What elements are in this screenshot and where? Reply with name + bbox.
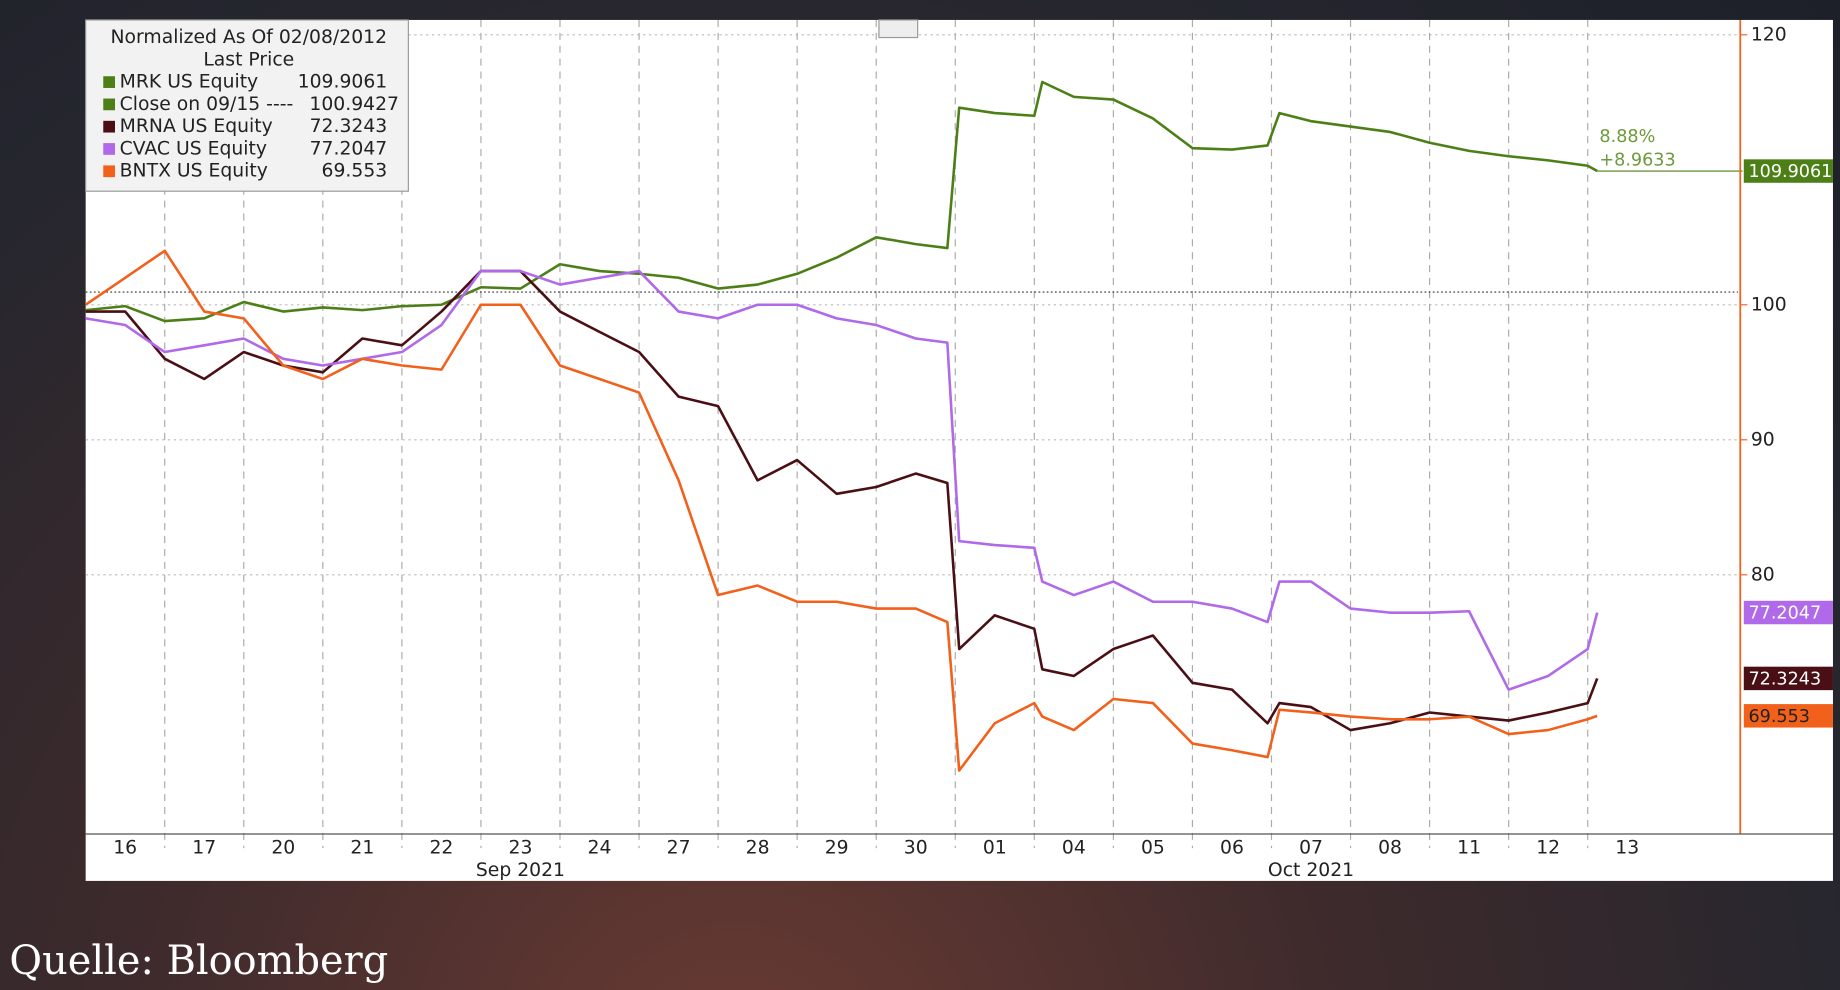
legend-swatch [103,120,115,133]
x-group-label: Sep 2021 [476,860,565,881]
y-tick-label: 100 [1751,294,1787,315]
legend-label: MRK US Equity [120,72,258,93]
x-group-label: Oct 2021 [1268,860,1354,881]
x-tick-label: 28 [746,838,770,859]
x-tick-label: 12 [1536,838,1560,859]
legend-value: 77.2047 [310,138,388,159]
legend-box [85,19,409,192]
x-tick-label: 06 [1220,838,1244,859]
legend-value: 109.9061 [298,72,388,93]
last-price-box [1743,666,1833,691]
legend-value: 72.3243 [310,116,388,137]
x-tick-label: 23 [509,838,533,859]
x-tick-label: 13 [1615,838,1639,859]
legend-value: 69.553 [322,161,388,182]
legend: Normalized As Of 02/08/2012 Last Price M… [85,19,409,192]
legend-value: 100.9427 [309,94,399,115]
x-tick-label: 24 [588,838,612,859]
last-price-label: 69.553 [1748,707,1810,727]
x-tick-label: 27 [667,838,691,859]
legend-label: CVAC US Equity [120,138,267,159]
series-line [85,80,1598,323]
y-tick-label: 90 [1751,429,1775,450]
last-price-box [1743,704,1833,728]
legend-title: Normalized As Of 02/08/2012 [111,27,388,48]
legend-swatch [103,98,115,111]
legend-label: MRNA US Equity [120,116,273,137]
legend-label: BNTX US Equity [120,161,268,182]
x-tick-label: 05 [1141,838,1165,859]
legend-subtitle: Last Price [203,49,294,70]
x-tick-label: 11 [1457,838,1481,859]
source-caption: Quelle: Bloomberg [9,938,388,984]
x-tick-label: 04 [1062,838,1086,859]
annotation: +8.9633 [1599,151,1675,171]
x-tick-label: 16 [113,838,137,859]
last-price-label: 72.3243 [1748,670,1821,690]
lines [84,80,1743,772]
x-tick-label: 22 [429,838,453,859]
x-tick-label: 17 [192,838,216,859]
x-tick-label: 08 [1378,838,1402,859]
x-tick-label: 07 [1299,838,1323,859]
y-tick-label: 120 [1751,24,1787,45]
x-tick-label: 20 [271,838,295,859]
legend-swatch [103,143,115,155]
x-tick-label: 21 [350,838,374,859]
legend-label: Close on 09/15 ---- [120,94,294,115]
x-tick-label: 29 [825,838,849,859]
legend-swatch [103,76,115,88]
annotation: 8.88% [1599,127,1655,147]
series-line [85,269,1599,732]
x-tick-label: 01 [983,838,1007,859]
series-line [84,249,1598,772]
last-price-box [1743,600,1833,625]
last-price-box [1743,159,1833,183]
chart-type-button[interactable] [878,19,919,39]
y-tick-label: 80 [1751,564,1775,585]
last-price-label: 77.2047 [1748,604,1821,624]
legend-swatch [103,165,115,178]
last-price-label: 109.9061 [1748,162,1832,182]
x-tick-label: 30 [904,838,928,859]
